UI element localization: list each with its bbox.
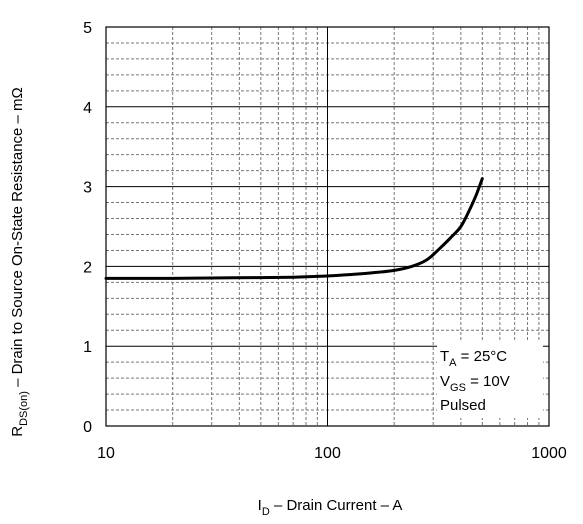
annotation-box: TA = 25°C VGS = 10V Pulsed <box>437 342 543 418</box>
y-tick-label: 0 <box>83 419 92 436</box>
plot-border <box>105 26 550 427</box>
annotation-vgs: VGS = 10V <box>440 373 510 394</box>
x-tick-label: 10 <box>97 445 115 462</box>
tick-labels: 0 1 2 3 4 5 10 100 1000 <box>83 20 567 462</box>
y-tick-label: 4 <box>83 100 92 117</box>
axis-titles: ID – Drain Current – A RDS(on) – Drain to… <box>9 87 402 518</box>
y-tick-label: 5 <box>83 20 92 37</box>
series-line <box>104 177 484 280</box>
y-tick-label: 3 <box>83 180 92 197</box>
x-tick-label: 1000 <box>531 445 567 462</box>
annotation-ta: TA = 25°C <box>440 348 507 369</box>
y-tick-label: 1 <box>83 339 92 356</box>
series-layer <box>104 177 484 280</box>
axes <box>105 26 550 427</box>
x-axis-title: ID – Drain Current – A <box>258 497 403 518</box>
annotation-pulsed: Pulsed <box>440 397 486 414</box>
y-axis-title: RDS(on) – Drain to Source On-State Resis… <box>9 87 30 437</box>
y-tick-label: 2 <box>83 259 92 276</box>
x-tick-label: 100 <box>314 445 341 462</box>
annotation-background <box>437 342 543 418</box>
